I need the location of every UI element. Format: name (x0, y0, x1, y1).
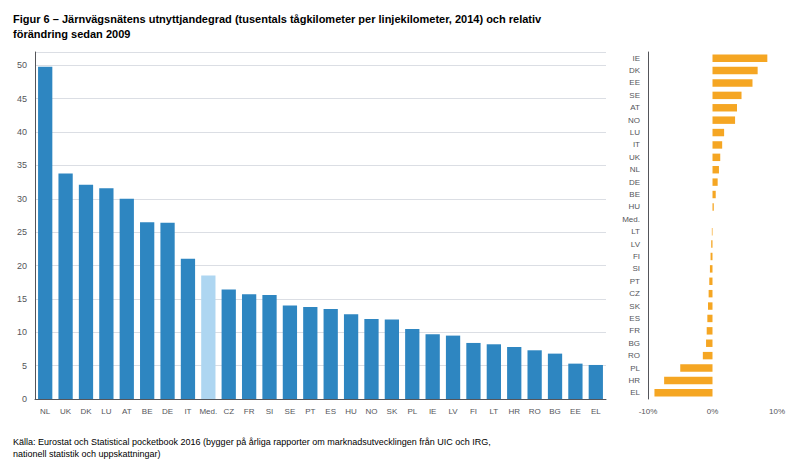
svg-text:0: 0 (22, 394, 27, 404)
svg-text:PL: PL (630, 364, 640, 373)
svg-text:LT: LT (489, 407, 498, 416)
svg-text:20: 20 (17, 261, 27, 271)
svg-text:BG: BG (628, 339, 640, 348)
svg-text:0%: 0% (707, 407, 719, 416)
svg-text:UK: UK (60, 407, 72, 416)
svg-text:NO: NO (628, 116, 640, 125)
svg-text:FI: FI (633, 252, 640, 261)
svg-text:DK: DK (80, 407, 92, 416)
svg-text:10: 10 (17, 327, 27, 337)
svg-text:Figur 6 – Järnvägsnätens utnyt: Figur 6 – Järnvägsnätens utnyttjandegrad… (13, 13, 542, 25)
svg-text:LU: LU (101, 407, 111, 416)
svg-text:HR: HR (628, 376, 640, 385)
svg-text:PT: PT (630, 277, 640, 286)
svg-text:SE: SE (285, 407, 296, 416)
svg-text:45: 45 (17, 94, 27, 104)
svg-text:40: 40 (17, 127, 27, 137)
svg-text:NL: NL (40, 407, 51, 416)
svg-text:SE: SE (629, 91, 640, 100)
svg-text:UK: UK (629, 153, 641, 162)
svg-text:förändring sedan 2009: förändring sedan 2009 (13, 28, 130, 40)
svg-text:Med.: Med. (622, 215, 640, 224)
svg-text:RO: RO (529, 407, 541, 416)
svg-text:IT: IT (633, 140, 640, 149)
svg-text:EE: EE (629, 78, 640, 87)
svg-text:NL: NL (630, 165, 641, 174)
svg-text:LT: LT (631, 227, 640, 236)
svg-text:DE: DE (162, 407, 173, 416)
svg-text:HR: HR (508, 407, 520, 416)
svg-text:ES: ES (325, 407, 336, 416)
svg-text:FR: FR (629, 326, 640, 335)
svg-text:HU: HU (345, 407, 357, 416)
svg-text:EE: EE (570, 407, 581, 416)
svg-text:SK: SK (629, 302, 640, 311)
svg-text:BE: BE (142, 407, 153, 416)
svg-text:DE: DE (629, 178, 640, 187)
svg-text:EL: EL (591, 407, 601, 416)
svg-text:50: 50 (17, 60, 27, 70)
svg-text:PL: PL (407, 407, 417, 416)
svg-text:NO: NO (365, 407, 377, 416)
svg-text:IT: IT (184, 407, 191, 416)
svg-text:EL: EL (630, 388, 640, 397)
svg-text:FR: FR (244, 407, 255, 416)
svg-text:15: 15 (17, 294, 27, 304)
svg-text:CZ: CZ (629, 289, 640, 298)
svg-text:FI: FI (470, 407, 477, 416)
svg-text:Med.: Med. (199, 407, 217, 416)
svg-text:IE: IE (429, 407, 437, 416)
svg-text:25: 25 (17, 227, 27, 237)
svg-text:AT: AT (630, 103, 640, 112)
svg-text:HU: HU (628, 202, 640, 211)
svg-text:5: 5 (22, 361, 27, 371)
svg-text:10%: 10% (769, 407, 785, 416)
svg-text:RO: RO (628, 351, 640, 360)
svg-text:PT: PT (305, 407, 315, 416)
svg-text:LU: LU (630, 128, 640, 137)
svg-text:AT: AT (122, 407, 132, 416)
svg-text:BE: BE (629, 190, 640, 199)
svg-text:CZ: CZ (223, 407, 234, 416)
svg-text:nationell statistik och uppska: nationell statistik och uppskattningar) (13, 449, 161, 459)
svg-text:IE: IE (632, 54, 640, 63)
svg-text:LV: LV (448, 407, 458, 416)
svg-text:DK: DK (629, 66, 641, 75)
svg-text:35: 35 (17, 160, 27, 170)
svg-text:ES: ES (629, 314, 640, 323)
svg-text:LV: LV (631, 240, 641, 249)
svg-text:BG: BG (549, 407, 561, 416)
svg-text:SI: SI (632, 264, 640, 273)
svg-text:Källa: Eurostat och Statistica: Källa: Eurostat och Statistical pocketbo… (13, 437, 491, 447)
svg-text:30: 30 (17, 194, 27, 204)
svg-text:-10%: -10% (639, 407, 658, 416)
svg-text:SK: SK (387, 407, 398, 416)
svg-text:SI: SI (266, 407, 274, 416)
